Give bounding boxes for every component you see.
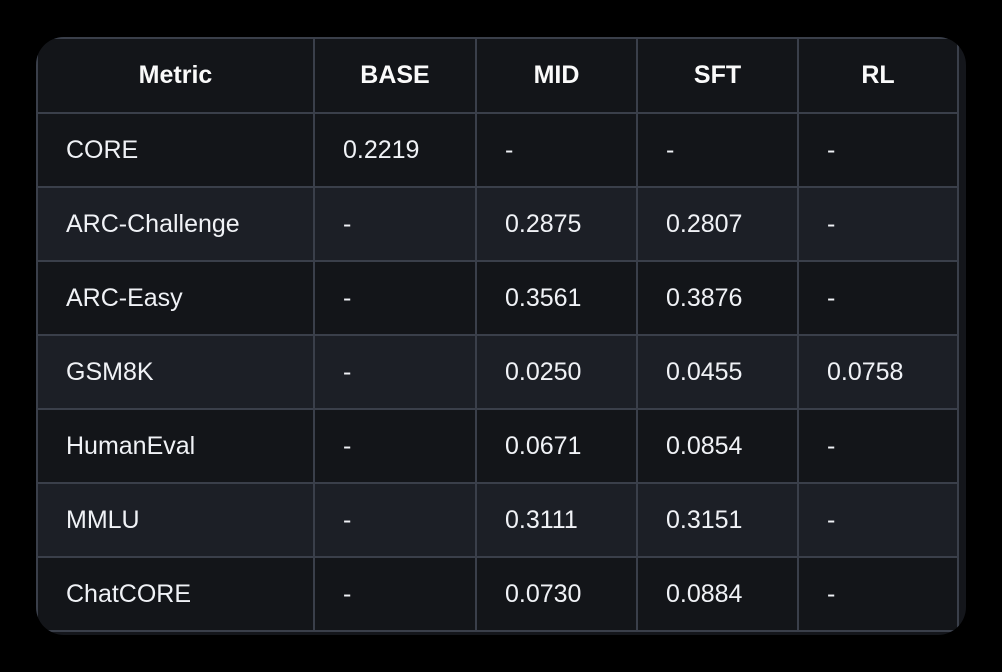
cell-metric-name: HumanEval	[36, 408, 315, 484]
cell-metric-name: ARC-Challenge	[36, 186, 315, 262]
header-row: Metric BASE MID SFT RL	[36, 37, 959, 114]
cell-sft-value: 0.0884	[636, 556, 799, 632]
cell-sft-value: 0.0455	[636, 334, 799, 410]
cell-rl-value: -	[797, 482, 959, 558]
column-header-rl: RL	[797, 37, 959, 114]
cell-sft-value: 0.0854	[636, 408, 799, 484]
cell-mid-value: 0.0250	[475, 334, 638, 410]
table-row-arc-easy: ARC-Easy - 0.3561 0.3876 -	[36, 260, 959, 336]
cell-base-value: 0.2219	[313, 112, 477, 188]
cell-rl-value: -	[797, 556, 959, 632]
cell-metric-name: MMLU	[36, 482, 315, 558]
cell-mid-value: 0.0671	[475, 408, 638, 484]
table-row-gsm8k: GSM8K - 0.0250 0.0455 0.0758	[36, 334, 959, 410]
table-row-arc-challenge: ARC-Challenge - 0.2875 0.2807 -	[36, 186, 959, 262]
column-header-base: BASE	[313, 37, 477, 114]
cell-base-value: -	[313, 186, 477, 262]
cell-mid-value: 0.0730	[475, 556, 638, 632]
cell-base-value: -	[313, 482, 477, 558]
cell-sft-value: 0.3151	[636, 482, 799, 558]
cell-mid-value: 0.3561	[475, 260, 638, 336]
cell-sft-value: -	[636, 112, 799, 188]
cell-rl-value: 0.0758	[797, 334, 959, 410]
cell-sft-value: 0.2807	[636, 186, 799, 262]
metrics-table-card: Metric BASE MID SFT RL CORE 0.2219 - - -…	[36, 37, 966, 635]
cell-metric-name: ChatCORE	[36, 556, 315, 632]
cell-rl-value: -	[797, 260, 959, 336]
cell-metric-name: ARC-Easy	[36, 260, 315, 336]
cell-mid-value: 0.2875	[475, 186, 638, 262]
metrics-table: Metric BASE MID SFT RL CORE 0.2219 - - -…	[36, 37, 959, 632]
cell-base-value: -	[313, 408, 477, 484]
table-row-chatcore: ChatCORE - 0.0730 0.0884 -	[36, 556, 959, 632]
cell-rl-value: -	[797, 112, 959, 188]
table-row-humaneval: HumanEval - 0.0671 0.0854 -	[36, 408, 959, 484]
column-header-mid: MID	[475, 37, 638, 114]
cell-rl-value: -	[797, 186, 959, 262]
column-header-metric: Metric	[36, 37, 315, 114]
cell-sft-value: 0.3876	[636, 260, 799, 336]
cell-mid-value: -	[475, 112, 638, 188]
cell-metric-name: GSM8K	[36, 334, 315, 410]
cell-base-value: -	[313, 556, 477, 632]
column-header-sft: SFT	[636, 37, 799, 114]
cell-base-value: -	[313, 334, 477, 410]
table-row-mmlu: MMLU - 0.3111 0.3151 -	[36, 482, 959, 558]
cell-mid-value: 0.3111	[475, 482, 638, 558]
cell-metric-name: CORE	[36, 112, 315, 188]
cell-base-value: -	[313, 260, 477, 336]
table-row-core: CORE 0.2219 - - -	[36, 112, 959, 188]
cell-rl-value: -	[797, 408, 959, 484]
